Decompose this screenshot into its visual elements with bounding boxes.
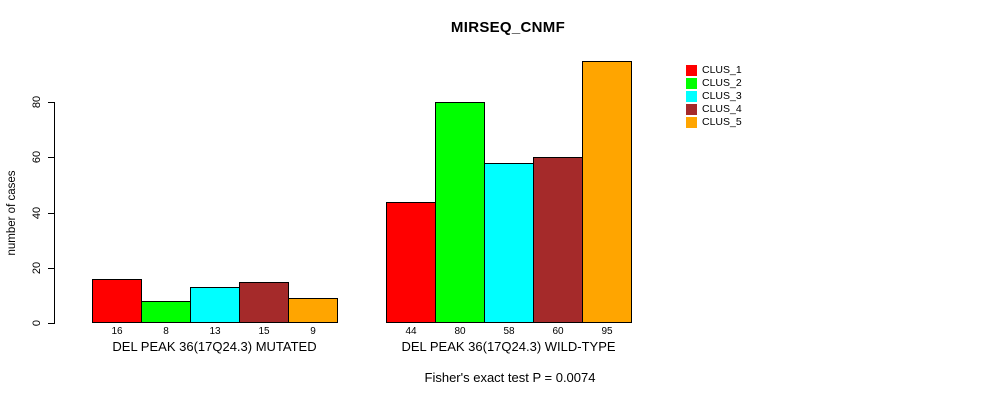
legend-row-clus_2: CLUS_2	[686, 77, 742, 90]
legend-swatch-clus_4	[686, 104, 697, 116]
bar-value-label: 13	[209, 326, 221, 337]
legend-swatch-clus_3	[686, 91, 697, 103]
bar-value-label: 95	[601, 326, 613, 337]
bar-clus_3-group2	[484, 163, 534, 323]
bar-clus_2-group1	[141, 301, 191, 323]
bar-clus_2-group2	[435, 102, 485, 323]
y-tick-20	[48, 267, 54, 269]
legend-row-clus_5: CLUS_5	[686, 116, 742, 129]
bar-value-label: 8	[163, 326, 169, 337]
bar-clus_4-group2	[533, 157, 583, 323]
bar-clus_5-group2	[582, 61, 632, 323]
legend-row-clus_3: CLUS_3	[686, 90, 742, 103]
y-axis-line	[54, 102, 55, 324]
group-label-2: DEL PEAK 36(17Q24.3) WILD-TYPE	[401, 339, 616, 354]
bar-clus_3-group1	[190, 287, 240, 323]
bar-value-label: 80	[454, 326, 466, 337]
bar-value-label: 44	[405, 326, 417, 337]
group-label-1: DEL PEAK 36(17Q24.3) MUTATED	[112, 339, 317, 354]
bar-clus_1-group2	[386, 202, 436, 323]
bar-value-label: 16	[111, 326, 123, 337]
y-tick-0	[48, 323, 54, 324]
y-tick-label-40: 40	[31, 206, 43, 219]
legend-label: CLUS_1	[702, 64, 742, 77]
y-tick-60	[48, 157, 54, 159]
bar-value-label: 58	[503, 326, 515, 337]
legend-label: CLUS_3	[702, 90, 742, 103]
legend-swatch-clus_1	[686, 65, 697, 77]
legend: CLUS_1 CLUS_2 CLUS_3 CLUS_4 CLUS_5	[686, 64, 742, 129]
bar-value-label: 15	[258, 326, 270, 337]
bar-value-label: 60	[552, 326, 564, 337]
bar-clus_1-group1	[92, 279, 142, 323]
y-tick-80	[48, 102, 54, 104]
legend-label: CLUS_4	[702, 103, 742, 116]
y-tick-label-0: 0	[31, 319, 43, 327]
y-tick-label-60: 60	[31, 151, 43, 164]
legend-label: CLUS_2	[702, 77, 742, 90]
fisher-test-annotation: Fisher's exact test P = 0.0074	[424, 370, 596, 385]
y-axis-title: number of cases	[6, 170, 18, 256]
legend-swatch-clus_5	[686, 117, 697, 129]
legend-row-clus_4: CLUS_4	[686, 103, 742, 116]
chart-title: MIRSEQ_CNMF	[450, 19, 566, 36]
y-tick-label-80: 80	[31, 96, 43, 109]
bar-clus_5-group1	[288, 298, 338, 323]
legend-label: CLUS_5	[702, 116, 742, 129]
legend-row-clus_1: CLUS_1	[686, 64, 742, 77]
bar-clus_4-group1	[239, 282, 289, 323]
legend-swatch-clus_2	[686, 78, 697, 90]
y-tick-label-20: 20	[31, 261, 43, 274]
bar-value-label: 9	[310, 326, 316, 337]
y-tick-40	[48, 212, 54, 214]
